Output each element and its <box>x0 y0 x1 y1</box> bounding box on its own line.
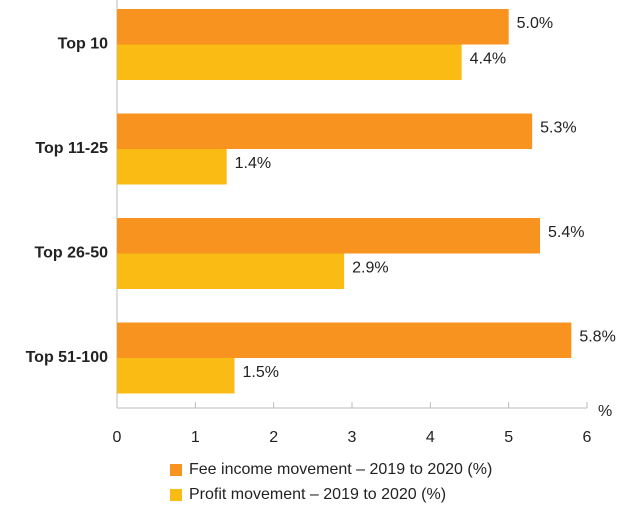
data-label: 4.4% <box>470 50 506 67</box>
category-label: Top 51-100 <box>26 349 109 366</box>
data-label: 5.8% <box>579 328 615 345</box>
x-tick-label: 1 <box>191 429 200 446</box>
bar <box>117 113 533 149</box>
legend-swatch <box>170 489 182 501</box>
x-tick-label: 0 <box>113 429 122 446</box>
x-tick-label: 4 <box>426 429 435 446</box>
bar <box>117 44 462 80</box>
bar <box>117 358 235 394</box>
category-label: Top 11-25 <box>35 140 108 157</box>
x-axis-label: % <box>598 403 612 420</box>
legend-swatch <box>170 464 182 476</box>
x-tick-label: 6 <box>583 429 592 446</box>
x-tick-label: 5 <box>504 429 513 446</box>
legend-label: Profit movement – 2019 to 2020 (%) <box>189 486 446 503</box>
category-label: Top 26-50 <box>35 245 109 262</box>
data-label: 2.9% <box>352 259 388 276</box>
data-label: 5.4% <box>548 224 584 241</box>
data-label: 5.3% <box>540 119 576 136</box>
bar <box>117 149 227 185</box>
data-label: 5.0% <box>517 15 553 32</box>
x-tick-label: 2 <box>269 429 278 446</box>
legend-label: Fee income movement – 2019 to 2020 (%) <box>189 461 492 478</box>
data-label: 1.4% <box>235 155 271 172</box>
bar <box>117 253 345 289</box>
category-label: Top 10 <box>58 36 108 53</box>
bar <box>117 322 572 358</box>
data-label: 1.5% <box>243 364 279 381</box>
x-tick-label: 3 <box>348 429 357 446</box>
bar <box>117 9 509 45</box>
bar <box>117 218 540 254</box>
